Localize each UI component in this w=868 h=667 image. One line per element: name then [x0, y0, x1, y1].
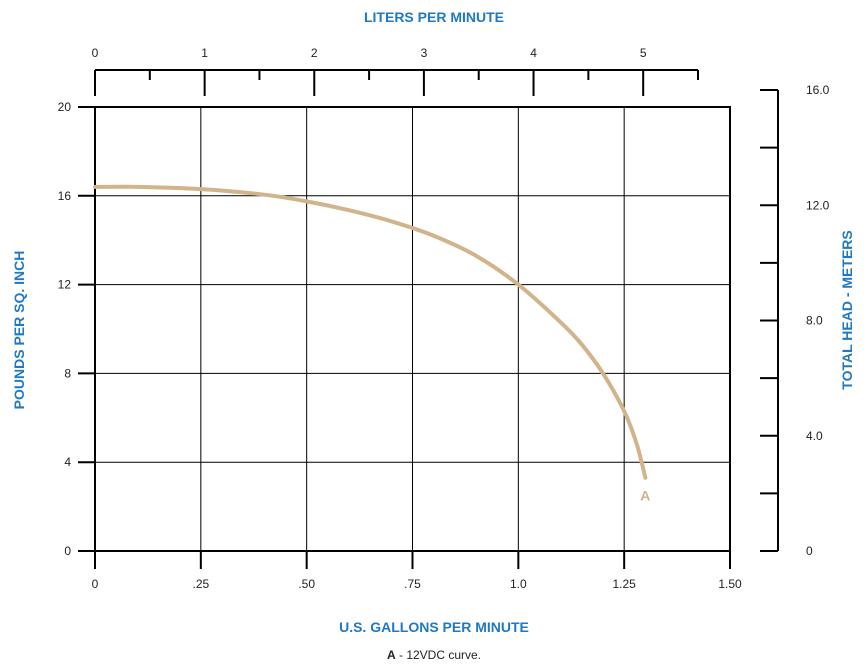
y-tick-label: 0 [64, 544, 71, 558]
y-tick-label: 12 [58, 278, 72, 292]
series-line-A [93, 184, 648, 480]
x-tick-label: .75 [404, 577, 421, 591]
top-axis-tick-label: 5 [640, 46, 647, 60]
y-tick-label: 4 [64, 455, 71, 469]
top-axis-title: LITERS PER MINUTE [364, 9, 504, 25]
series: A [93, 184, 650, 504]
axes [94, 69, 779, 552]
right-axis-tick-label: 4.0 [806, 429, 823, 443]
legend-series-text: - 12VDC curve. [398, 648, 482, 662]
right-axis-tick-label: 0 [806, 544, 813, 558]
right-axis-tick-label: 16.0 [806, 83, 830, 97]
legend-series-key: A [386, 648, 396, 662]
top-axis-tick-label: 2 [311, 46, 318, 60]
grid-lines [95, 107, 730, 551]
x-tick-label: 1.25 [612, 577, 636, 591]
y-axis-title: POUNDS PER SQ. INCH [11, 251, 27, 410]
x-tick-label: 1.0 [510, 577, 527, 591]
y2-axis-title: TOTAL HEAD - METERS [839, 230, 855, 389]
x-tick-label: 1.50 [718, 577, 742, 591]
series-end-label: A [640, 488, 650, 504]
top-axis-tick-label: 4 [530, 46, 537, 60]
right-axis-tick-label: 12.0 [806, 198, 830, 212]
legend-caption: A - 12VDC curve. [0, 648, 868, 662]
y-tick-label: 20 [58, 100, 72, 114]
x-tick-label: .25 [192, 577, 209, 591]
right-axis-tick-label: 8.0 [806, 314, 823, 328]
y-tick-label: 8 [64, 366, 71, 380]
top-axis-tick-label: 1 [201, 46, 208, 60]
top-axis-tick-label: 3 [421, 46, 428, 60]
x-tick-label: 0 [92, 577, 99, 591]
x-tick-label: .50 [298, 577, 315, 591]
y-tick-label: 16 [58, 189, 72, 203]
x-axis-title: U.S. GALLONS PER MINUTE [339, 619, 529, 635]
top-axis-tick-label: 0 [92, 46, 99, 60]
tick-marks [78, 70, 778, 569]
